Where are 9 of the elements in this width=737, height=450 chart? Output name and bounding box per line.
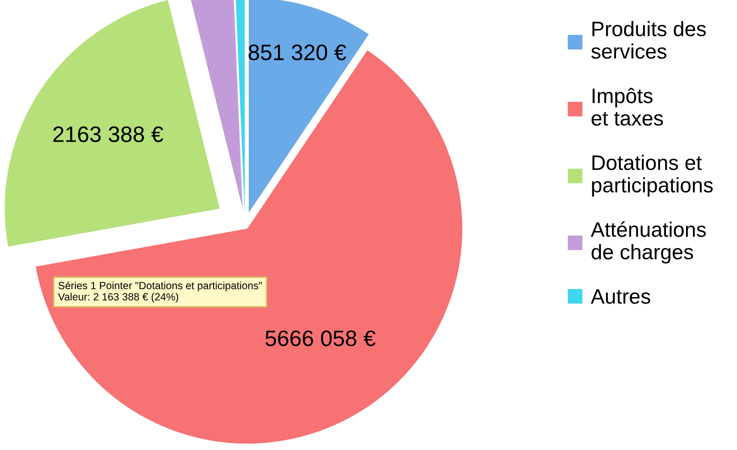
legend-label: Dotations et participations xyxy=(592,154,713,197)
legend-label: Autres xyxy=(590,289,650,304)
legend-label: Impôts et taxes xyxy=(592,88,663,126)
data-label: 5666 058 € xyxy=(265,330,376,346)
data-label: 2163 388 € xyxy=(53,126,164,142)
legend-label: Atténuations de charges xyxy=(590,221,706,264)
text: Séries 1 Pointer "Dotations et participations" Valeur: 2 163 388 € (24%) xyxy=(58,281,262,303)
legend-label: Produits des services xyxy=(591,21,706,59)
data-label: 851 320 € xyxy=(248,44,346,60)
